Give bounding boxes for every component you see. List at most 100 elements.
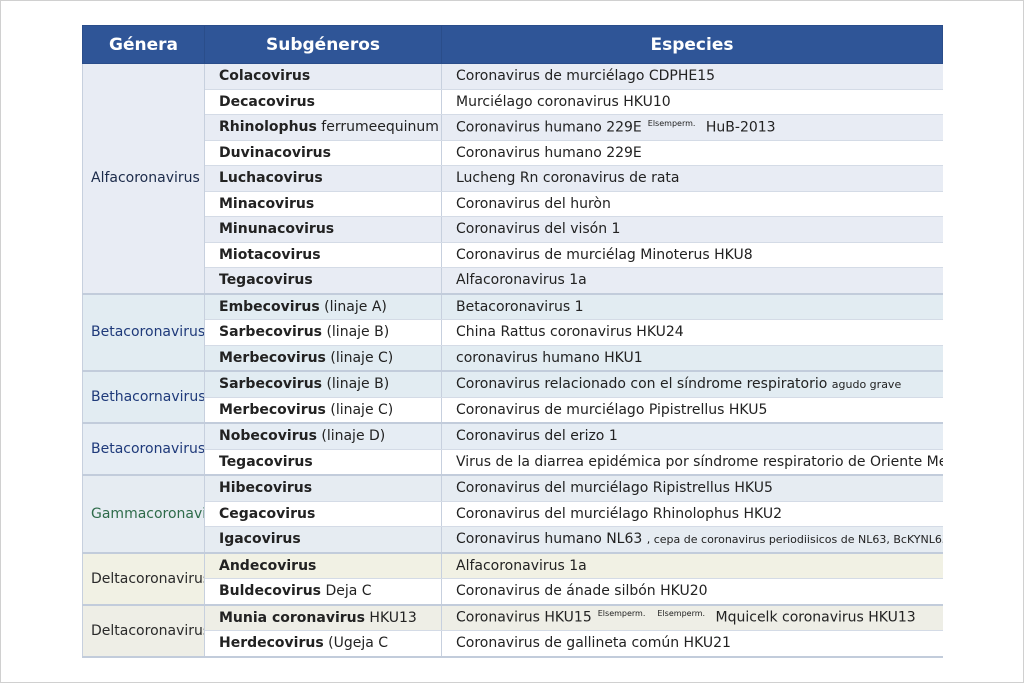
genus-name: Deltacoronavirus <box>91 622 205 639</box>
subgenus-name: Hibecovirus <box>219 480 313 497</box>
header-row: Génera Subgéneros Especies <box>82 25 943 64</box>
species-name: Coronavirus HKU15 <box>456 610 592 627</box>
subgenus-cell: Buldecovirus Deja C <box>204 578 442 606</box>
species-mark: Elsemperm. <box>657 609 706 619</box>
species-cell: Alfacoronavirus 1a <box>441 552 943 579</box>
genus-name: Deltacoronavirus <box>91 570 205 587</box>
subgenus-note: (linaje B) <box>326 324 390 341</box>
subgenus-note: (linaje C) <box>330 401 394 418</box>
subgenus-name: Decacovirus <box>219 93 315 110</box>
table-row: Merbecovirus (linaje C) coronavirus human… <box>83 345 943 372</box>
subgenus-note: (linaje D) <box>321 428 386 445</box>
species-name: China Rattus coronavirus HKU24 <box>456 324 684 341</box>
table-row: Sarbecovirus (linaje B) China Rattus coro… <box>83 319 943 346</box>
table-row: Luchacovirus Lucheng Rn coronavirus de ra… <box>83 165 943 192</box>
species-name: Coronavirus del murciélago Ripistrellus … <box>456 480 773 497</box>
subgenus-name: Duvinacovirus <box>219 144 331 161</box>
species-tail: Mquicelk coronavirus HKU13 <box>715 610 916 627</box>
subgenus-name: Embecovirus <box>219 298 320 315</box>
subgenus-name: Herdecovirus <box>219 635 324 652</box>
species-name: Coronavirus de gallineta común HKU21 <box>456 635 731 652</box>
species-name: Murciélago coronavirus HKU10 <box>456 93 671 110</box>
genus-name: Gammacoronavirus <box>91 505 204 522</box>
subgenus-cell: Minacovirus <box>204 191 442 217</box>
species-cell: Coronavirus de murciélago CDPHE15 <box>441 63 943 90</box>
table-row: Merbecovirus (linaje C) Coronavirus de mu… <box>83 397 943 424</box>
table-row: Minunacovirus Coronavirus del visón 1 <box>83 216 943 243</box>
subgenus-cell: Sarbecovirus (linaje B) <box>204 371 442 398</box>
subgenus-note: HKU13 <box>369 609 417 626</box>
species-cell: Coronavirus HKU15 Elsemperm. Elsemperm. Mq… <box>441 604 943 631</box>
header-cell: Subgéneros <box>204 25 442 64</box>
genus-cell: Alfacoronavirus <box>82 63 205 295</box>
subgenus-name: Colacovirus <box>219 68 311 85</box>
species-cell: Coronavirus del visón 1 <box>441 216 943 243</box>
subgenus-name: Luchacovirus <box>219 170 323 187</box>
species-name: Coronavirus del murciélago Rhinolophus H… <box>456 505 782 522</box>
species-cell: Coronavirus relacionado con el síndrome … <box>441 371 943 398</box>
species-name: Coronavirus de murciélago CDPHE15 <box>456 68 716 85</box>
species-tail: HuB-2013 <box>705 119 776 136</box>
species-name: Coronavirus humano 229E <box>456 119 642 136</box>
table-row: Miotacovirus Coronavirus de murciélag Min… <box>83 242 943 268</box>
genus-cell: Betacoronavirus <box>82 423 205 476</box>
subgenus-note: Deja C <box>325 583 372 600</box>
species-mark: Elsemperm. <box>597 609 646 619</box>
subgenus-name: Andecovirus <box>219 557 317 574</box>
species-tail: agudo grave <box>831 378 902 392</box>
subgenus-cell: Munia coronavirus HKU13 <box>204 604 442 631</box>
subgenus-name: Sarbecovirus <box>219 376 322 393</box>
subgenus-name: Cegacovirus <box>219 505 316 522</box>
species-cell: Coronavirus humano 229E <box>441 140 943 166</box>
subgenus-note: (linaje B) <box>326 376 390 393</box>
table-row: Rhinolophus ferrumeequinum Coronavirus hu… <box>83 114 943 141</box>
table-row: Buldecovirus Deja C Coronavirus de ánade … <box>83 578 943 606</box>
table-row: Alfacoronavirus Colacovirus Coronavirus de… <box>82 63 943 295</box>
subgenus-cell: Tegacovirus <box>204 267 442 295</box>
species-cell: Betacoronavirus 1 <box>441 293 943 320</box>
genus-cell: Deltacoronavirus <box>82 604 205 658</box>
species-cell: Coronavirus de ánade silbón HKU20 <box>441 578 943 606</box>
species-name: Coronavirus del huròn <box>456 195 611 212</box>
subgenus-name: Miotacovirus <box>219 246 321 263</box>
subgenus-cell: Minunacovirus <box>204 216 442 243</box>
genus-cell: Betacoronavirus <box>82 293 205 372</box>
table-body: Alfacoronavirus Colacovirus Coronavirus de… <box>82 63 943 658</box>
species-cell: Coronavirus de gallineta común HKU21 <box>441 630 943 658</box>
subgenus-name: Munia coronavirus <box>219 609 365 626</box>
genus-cell: Deltacoronavirus <box>82 552 205 606</box>
species-name: Coronavirus del erizo 1 <box>456 428 618 445</box>
genus-cell: Bethacornavirus <box>82 371 205 424</box>
subgenus-cell: Hibecovirus <box>204 475 442 502</box>
subgenus-note: (Ugeja C <box>328 635 389 652</box>
table-row: Gammacoronavirus Hibecovirus Coronavirus d… <box>82 475 943 554</box>
subgenus-name: Sarbecovirus <box>219 324 322 341</box>
genus-name: Bethacornavirus <box>91 389 205 405</box>
subgenus-name: Nobecovirus <box>219 428 317 445</box>
table-row: Igacovirus Coronavirus humano NL63 , cepa… <box>83 526 943 554</box>
species-name: Coronavirus de ánade silbón HKU20 <box>456 583 708 600</box>
subgenus-cell: Merbecovirus (linaje C) <box>204 397 442 424</box>
species-name: coronavirus humano HKU1 <box>456 349 643 366</box>
subgenus-cell: Colacovirus <box>204 63 442 90</box>
subgenus-cell: Sarbecovirus (linaje B) <box>204 319 442 346</box>
table-row: Tegacovirus Virus de la diarrea epidémica… <box>83 449 943 476</box>
species-cell: Coronavirus humano NL63 , cepa de corona… <box>441 526 943 554</box>
subgenus-name: Minacovirus <box>219 195 315 212</box>
subgenus-name: Tegacovirus <box>219 453 313 470</box>
species-cell: Virus de la diarrea epidémica por síndro… <box>441 449 943 476</box>
species-name: Coronavirus relacionado con el síndrome … <box>456 376 828 393</box>
genus-name: Betacoronavirus <box>91 441 205 457</box>
subgenus-cell: Duvinacovirus <box>204 140 442 166</box>
table-row: Betacoronavirus Embecovirus (linaje A) Bet… <box>82 293 943 372</box>
species-cell: Coronavirus de murciélag Minoterus HKU8 <box>441 242 943 268</box>
species-name: Coronavirus humano NL63 <box>456 531 643 548</box>
subgenus-name: Igacovirus <box>219 531 301 548</box>
species-name: Coronavirus humano 229E <box>456 144 642 161</box>
table-row: Cegacovirus Coronavirus del murciélago Rh… <box>83 501 943 527</box>
subgenus-cell: Herdecovirus (Ugeja C <box>204 630 442 658</box>
table-row: Deltacoronavirus Munia coronavirus HKU13 C… <box>82 604 943 658</box>
table-row: Herdecovirus (Ugeja C Coronavirus de gall… <box>83 630 943 658</box>
genus-name: Betacoronavirus <box>91 324 205 341</box>
